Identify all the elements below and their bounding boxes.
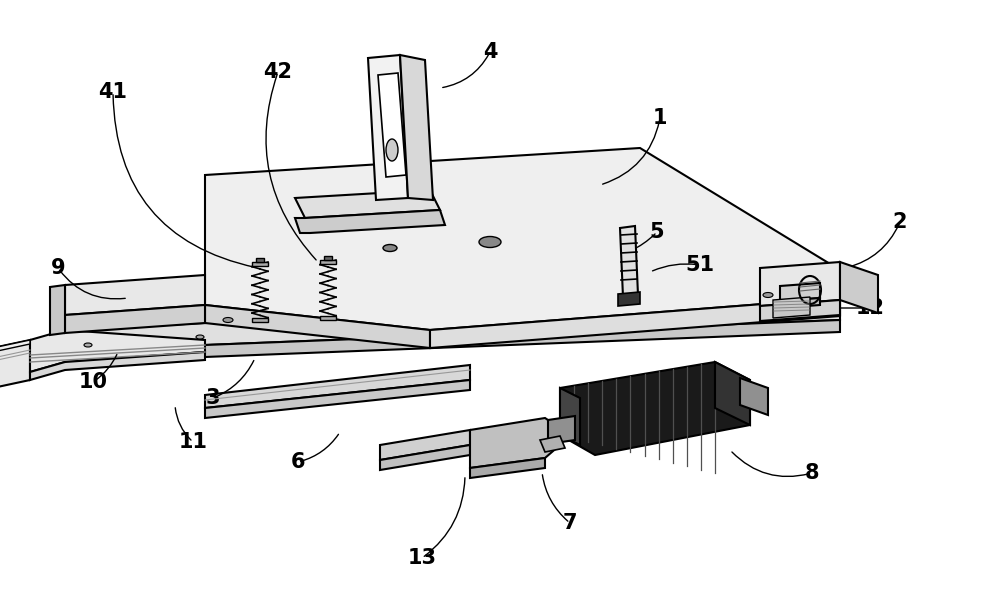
Text: 8: 8 (805, 463, 819, 483)
Polygon shape (760, 262, 840, 306)
Polygon shape (65, 275, 205, 315)
Text: 42: 42 (264, 62, 292, 82)
Text: 13: 13 (408, 548, 436, 568)
Polygon shape (430, 298, 840, 348)
Polygon shape (715, 362, 750, 425)
Ellipse shape (763, 292, 773, 298)
Ellipse shape (84, 343, 92, 347)
Polygon shape (780, 283, 820, 301)
Text: 5: 5 (650, 222, 664, 242)
Polygon shape (548, 416, 575, 444)
Polygon shape (560, 388, 580, 445)
Polygon shape (30, 352, 205, 380)
Polygon shape (252, 318, 268, 322)
Ellipse shape (223, 318, 233, 322)
Polygon shape (620, 226, 638, 297)
Polygon shape (205, 365, 470, 408)
Polygon shape (320, 316, 336, 320)
Text: 12: 12 (856, 298, 885, 318)
Ellipse shape (196, 335, 204, 339)
Ellipse shape (386, 139, 398, 161)
Polygon shape (65, 305, 205, 333)
Polygon shape (50, 285, 65, 335)
Polygon shape (618, 292, 640, 306)
Text: 4: 4 (483, 42, 497, 62)
Polygon shape (470, 458, 545, 478)
Polygon shape (760, 300, 840, 321)
Polygon shape (252, 262, 268, 266)
Polygon shape (65, 298, 840, 352)
Polygon shape (400, 55, 433, 200)
Polygon shape (30, 330, 205, 372)
Polygon shape (320, 260, 336, 264)
Polygon shape (205, 380, 470, 418)
Polygon shape (780, 298, 820, 308)
Polygon shape (380, 430, 470, 460)
Polygon shape (470, 418, 560, 468)
Text: 3: 3 (206, 388, 220, 408)
Text: 1: 1 (653, 108, 667, 128)
Polygon shape (256, 258, 264, 262)
Text: 11: 11 (178, 432, 208, 452)
Polygon shape (840, 262, 878, 313)
Polygon shape (368, 55, 408, 200)
Polygon shape (65, 320, 840, 364)
Polygon shape (0, 340, 30, 395)
Polygon shape (540, 436, 565, 452)
Ellipse shape (383, 244, 397, 252)
Polygon shape (773, 297, 810, 318)
Text: 7: 7 (563, 513, 577, 533)
Polygon shape (295, 190, 440, 218)
Polygon shape (205, 148, 840, 330)
Polygon shape (295, 210, 445, 233)
Text: 9: 9 (51, 258, 65, 278)
Polygon shape (378, 73, 406, 177)
Polygon shape (560, 362, 750, 455)
Polygon shape (205, 305, 430, 348)
Text: 41: 41 (98, 82, 128, 102)
Polygon shape (380, 445, 470, 470)
Text: 6: 6 (291, 452, 305, 472)
Text: 10: 10 (78, 372, 108, 392)
Text: 51: 51 (685, 255, 715, 275)
Polygon shape (740, 378, 768, 415)
Polygon shape (0, 340, 30, 359)
Ellipse shape (479, 237, 501, 247)
Text: 2: 2 (893, 212, 907, 232)
Polygon shape (324, 256, 332, 260)
